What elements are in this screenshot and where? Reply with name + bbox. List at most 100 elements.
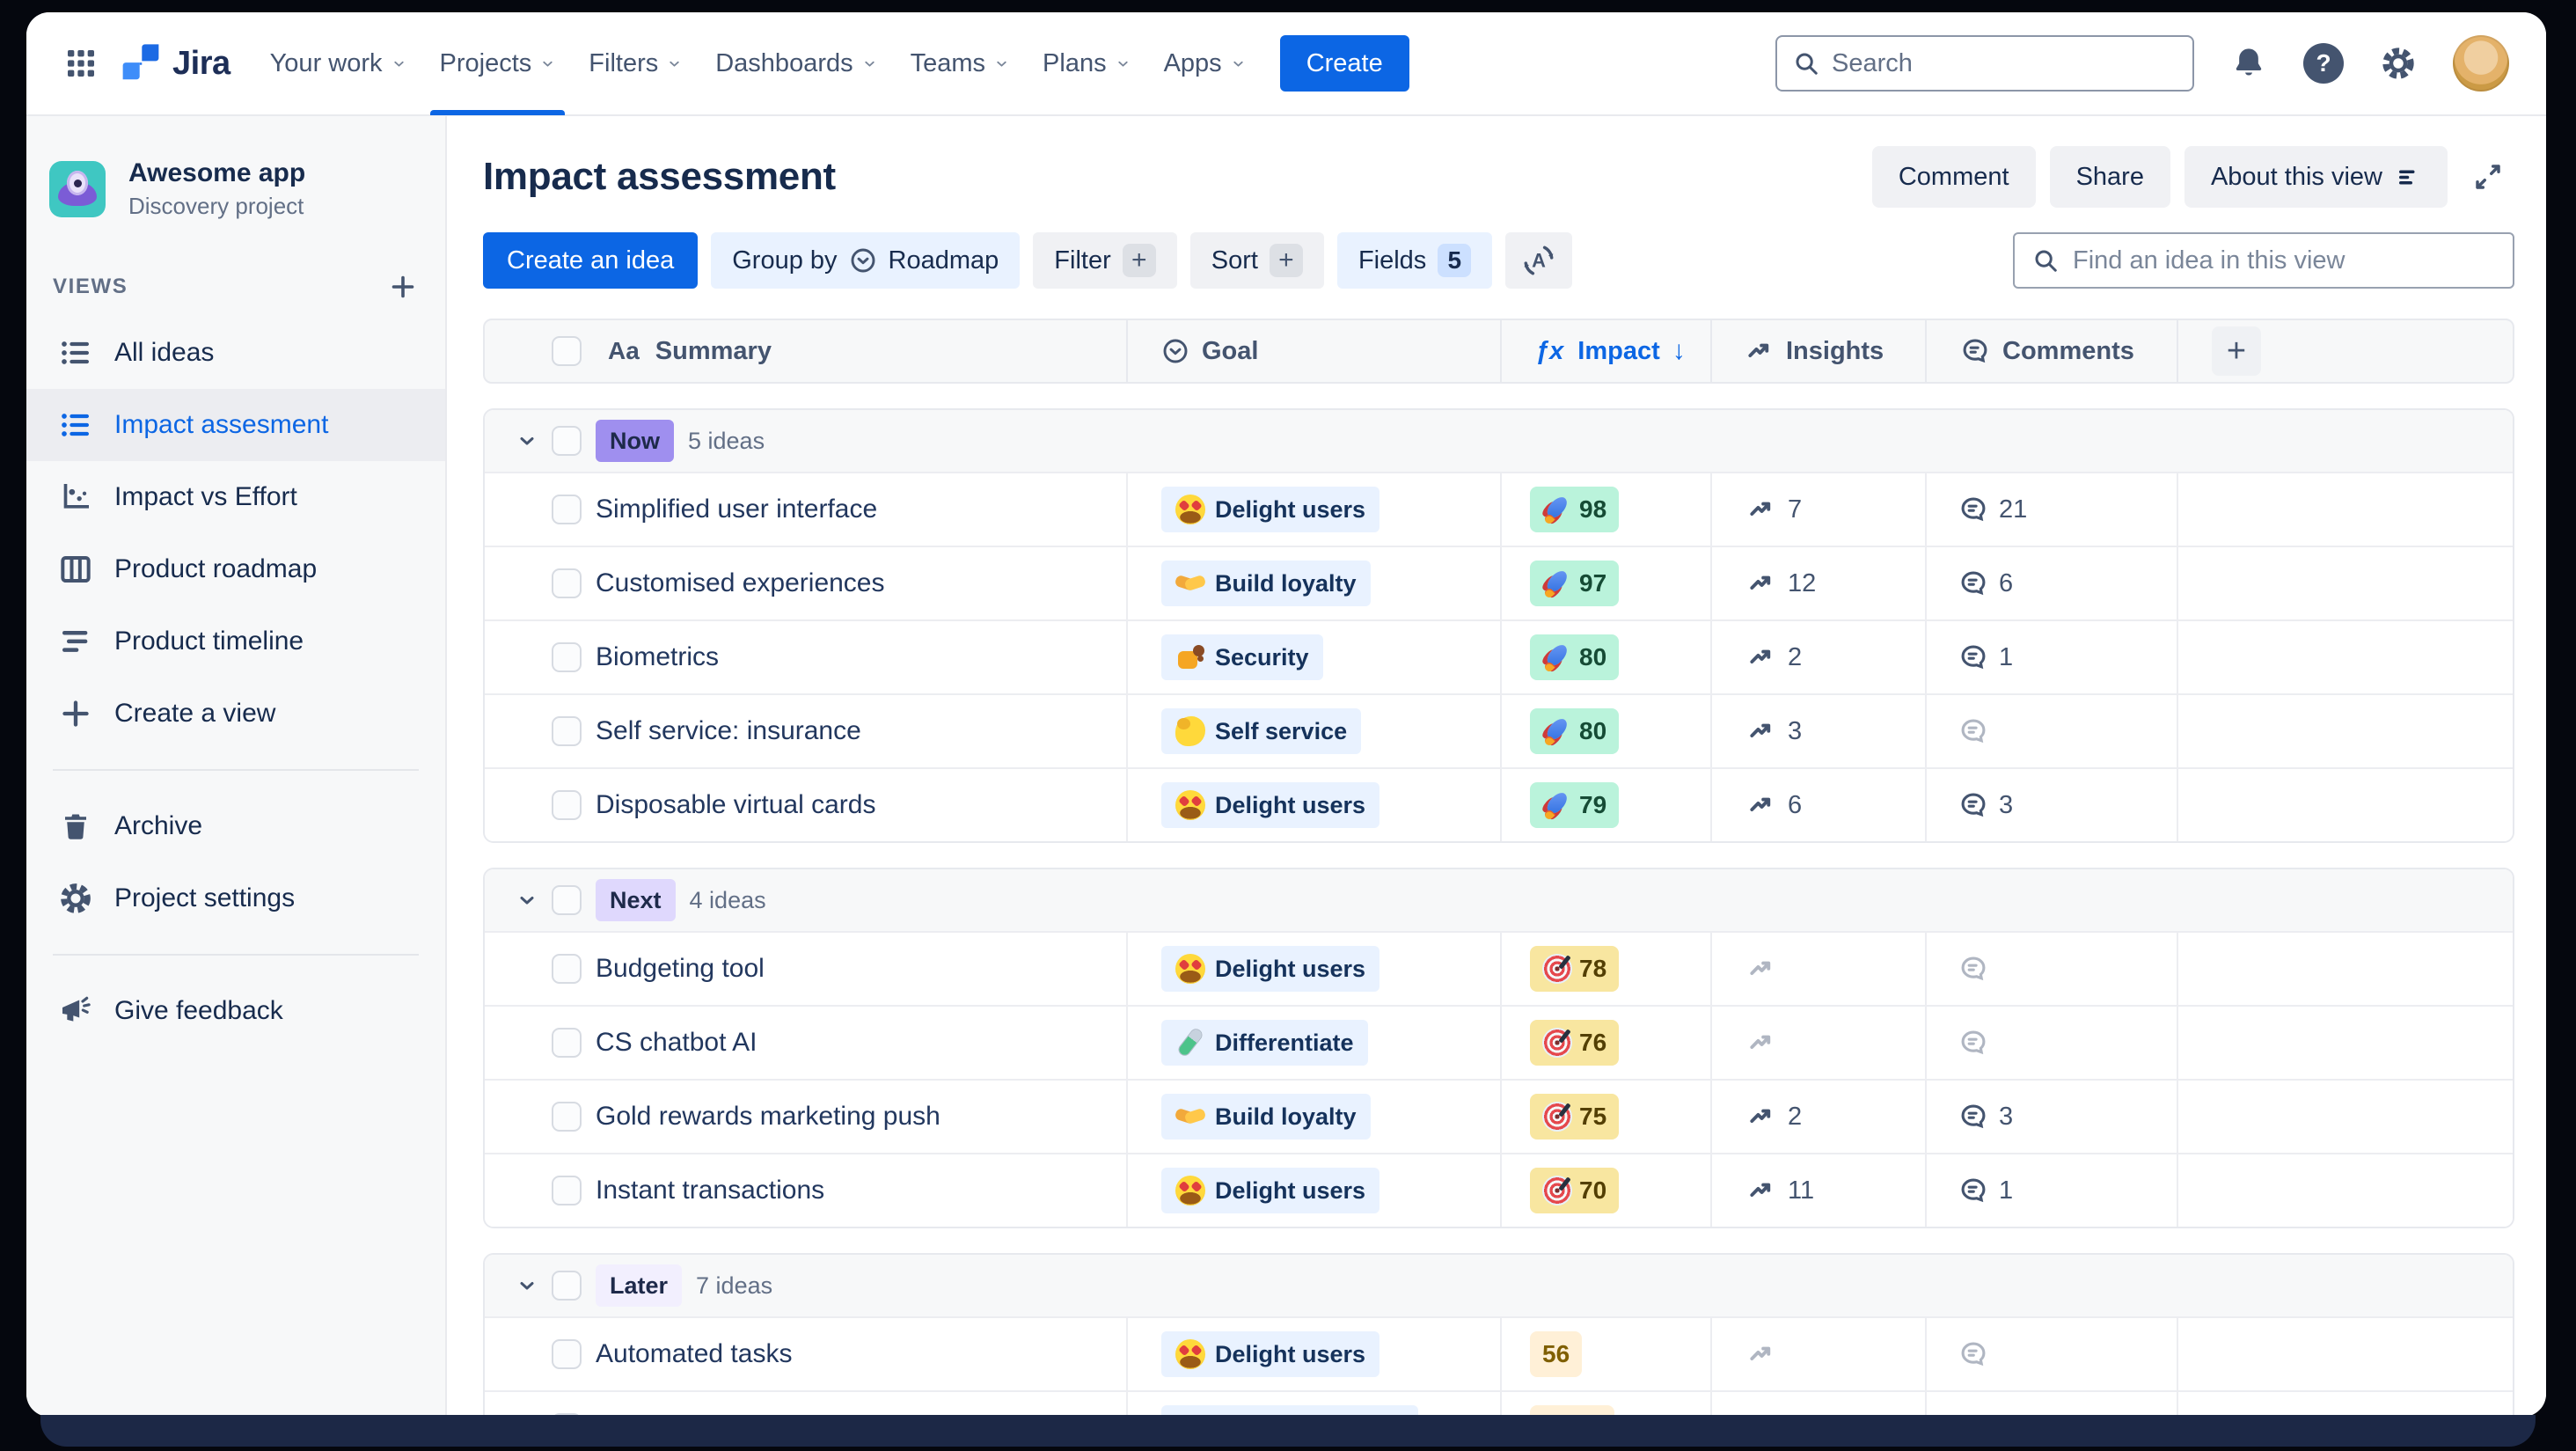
idea-summary[interactable]: Instant transactions [596, 1176, 825, 1205]
table-row[interactable]: Simplified user interface Delight users … [485, 472, 2513, 546]
idea-summary[interactable]: Disposable virtual cards [596, 790, 876, 819]
impact-chip[interactable]: 76 [1530, 1020, 1620, 1066]
group-chip-next[interactable]: Next [596, 879, 676, 921]
notifications-button[interactable] [2221, 35, 2277, 92]
idea-summary[interactable]: CS chatbot AI [596, 1028, 757, 1057]
idea-summary[interactable]: Simplified user interface [596, 495, 878, 524]
find-idea-input[interactable] [2073, 245, 2495, 275]
add-column-button[interactable]: + [2212, 326, 2261, 376]
group-checkbox[interactable] [552, 1271, 582, 1301]
row-checkbox[interactable] [552, 1339, 582, 1369]
idea-summary[interactable]: Gold rewards marketing push [596, 1102, 940, 1131]
row-checkbox[interactable] [552, 716, 582, 746]
column-header-impact[interactable]: ƒx Impact ↓ [1500, 320, 1710, 382]
column-header-insights[interactable]: Insights [1710, 320, 1925, 382]
group-checkbox[interactable] [552, 426, 582, 456]
goal-chip[interactable]: Delight users [1161, 487, 1380, 532]
table-row[interactable]: Instant transactions Delight users 70 11… [485, 1153, 2513, 1227]
comment-button[interactable]: Comment [1871, 146, 2036, 208]
group-checkbox[interactable] [552, 885, 582, 915]
fields-button[interactable]: Fields 5 [1336, 232, 1493, 289]
sidebar-item-impact-vs-effort[interactable]: Impact vs Effort [26, 461, 445, 533]
app-switcher-button[interactable] [53, 35, 109, 92]
row-checkbox[interactable] [552, 1028, 582, 1058]
nav-item-plans[interactable]: Plans [1026, 12, 1147, 115]
project-header[interactable]: Awesome app Discovery project [26, 158, 445, 220]
help-button[interactable]: ? [2303, 43, 2344, 84]
goal-chip[interactable]: Delight users [1161, 1331, 1380, 1377]
settings-button[interactable] [2370, 35, 2426, 92]
impact-chip[interactable]: 56 [1530, 1331, 1583, 1377]
expand-view-button[interactable] [2462, 146, 2514, 208]
select-all-checkbox[interactable] [552, 336, 582, 366]
sidebar-item-project-settings[interactable]: Project settings [26, 862, 445, 934]
goal-chip[interactable]: Build loyalty [1161, 1094, 1371, 1140]
search-input[interactable] [1832, 48, 2177, 78]
row-checkbox[interactable] [552, 1102, 582, 1132]
group-chip-now[interactable]: Now [596, 420, 674, 462]
goal-chip[interactable]: Self service [1161, 708, 1362, 754]
table-row[interactable]: Disposable virtual cards Delight users 7… [485, 767, 2513, 841]
row-checkbox[interactable] [552, 642, 582, 672]
table-row[interactable]: Customised experiences Build loyalty 97 … [485, 546, 2513, 619]
column-header-summary[interactable]: Aa Summary [485, 320, 1126, 382]
goal-chip[interactable]: Delight users [1161, 782, 1380, 828]
column-header-comments[interactable]: Comments [1925, 320, 2177, 382]
impact-chip[interactable]: 78 [1530, 946, 1620, 992]
add-view-icon[interactable] [387, 271, 419, 303]
create-an-idea-button[interactable]: Create an idea [483, 232, 699, 289]
table-row[interactable]: Gold rewards marketing push Build loyalt… [485, 1079, 2513, 1153]
jira-logo[interactable]: Jira [118, 40, 231, 86]
goal-chip[interactable]: Delight users [1161, 1168, 1380, 1213]
auto-sort-button[interactable]: A [1505, 232, 1573, 289]
idea-summary[interactable]: Biometrics [596, 642, 720, 671]
sidebar-item-create-a-view[interactable]: Create a view [26, 678, 445, 750]
collapse-group-icon[interactable] [516, 890, 538, 911]
impact-chip[interactable]: 80 [1530, 634, 1620, 680]
table-row-partial[interactable] [485, 1390, 2513, 1417]
row-checkbox[interactable] [552, 954, 582, 984]
goal-chip[interactable]: Delight users [1161, 946, 1380, 992]
row-checkbox[interactable] [552, 790, 582, 820]
impact-chip[interactable]: 80 [1530, 708, 1620, 754]
about-this-view-button[interactable]: About this view [2184, 146, 2448, 208]
user-avatar[interactable] [2453, 35, 2509, 92]
idea-summary[interactable]: Customised experiences [596, 568, 885, 597]
nav-item-your-work[interactable]: Your work [253, 12, 423, 115]
row-checkbox[interactable] [552, 568, 582, 598]
nav-item-teams[interactable]: Teams [894, 12, 1026, 115]
idea-summary[interactable]: Automated tasks [596, 1339, 793, 1368]
column-header-goal[interactable]: Goal [1126, 320, 1500, 382]
table-row[interactable]: CS chatbot AI Differentiate 76 [485, 1005, 2513, 1079]
nav-item-filters[interactable]: Filters [572, 12, 699, 115]
sidebar-item-archive[interactable]: Archive [26, 790, 445, 862]
global-search[interactable] [1775, 35, 2194, 92]
goal-chip-partial[interactable] [1161, 1405, 1418, 1417]
table-row[interactable]: Automated tasks Delight users 56 [485, 1316, 2513, 1390]
impact-chip[interactable]: 79 [1530, 782, 1620, 828]
impact-chip[interactable]: 97 [1530, 561, 1620, 606]
nav-item-apps[interactable]: Apps [1147, 12, 1262, 115]
impact-chip[interactable]: 98 [1530, 487, 1620, 532]
sidebar-item-product-roadmap[interactable]: Product roadmap [26, 533, 445, 605]
sidebar-item-all-ideas[interactable]: All ideas [26, 317, 445, 389]
collapse-group-icon[interactable] [516, 1275, 538, 1296]
row-checkbox[interactable] [552, 495, 582, 524]
table-row[interactable]: Budgeting tool Delight users 78 [485, 931, 2513, 1005]
group-chip-later[interactable]: Later [596, 1264, 683, 1307]
row-checkbox[interactable] [552, 1176, 582, 1206]
table-row[interactable]: Biometrics Security 80 2 1 [485, 619, 2513, 693]
goal-chip[interactable]: Security [1161, 634, 1323, 680]
sidebar-item-impact-assesment[interactable]: Impact assesment [26, 389, 445, 461]
group-by-button[interactable]: Group by Roadmap [711, 232, 1021, 289]
idea-summary[interactable]: Self service: insurance [596, 716, 861, 745]
sidebar-item-give-feedback[interactable]: Give feedback [26, 975, 445, 1047]
find-idea-search[interactable] [2013, 232, 2514, 289]
filter-button[interactable]: Filter + [1033, 232, 1177, 289]
sidebar-item-product-timeline[interactable]: Product timeline [26, 605, 445, 678]
impact-chip[interactable]: 75 [1530, 1094, 1620, 1140]
nav-item-dashboards[interactable]: Dashboards [699, 12, 893, 115]
sort-button[interactable]: Sort + [1189, 232, 1324, 289]
nav-item-projects[interactable]: Projects [423, 12, 573, 115]
collapse-group-icon[interactable] [516, 430, 538, 451]
